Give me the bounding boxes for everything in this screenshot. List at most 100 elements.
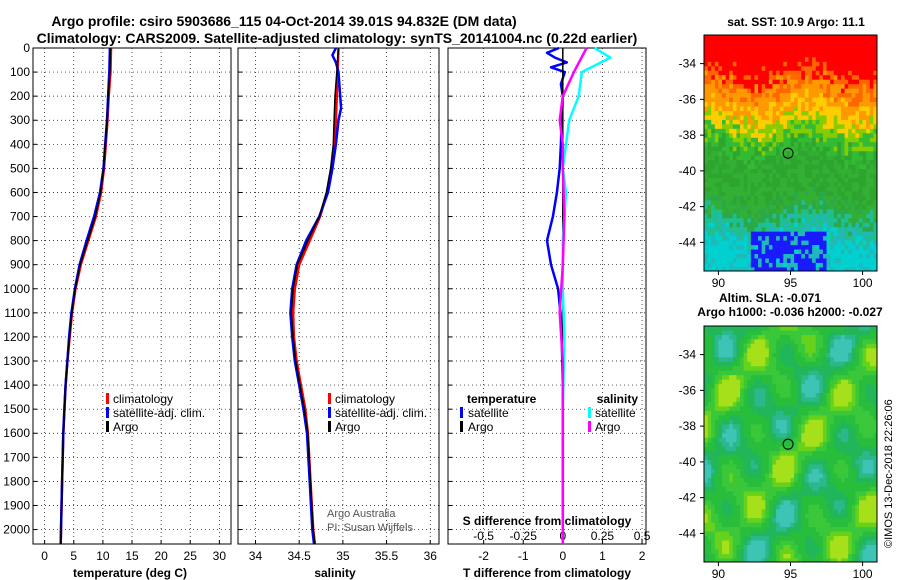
map-cell — [732, 384, 737, 389]
map-cell — [797, 477, 802, 483]
map-cell — [722, 410, 727, 416]
map-cell — [714, 473, 719, 479]
temperature-xlabel: temperature (deg C) — [73, 566, 187, 580]
map-cell — [743, 209, 748, 215]
map-cell — [783, 61, 788, 67]
map-cell — [804, 110, 809, 116]
map-cell — [768, 500, 773, 506]
map-cell — [844, 509, 849, 515]
map-cell — [858, 424, 863, 430]
map-cell — [754, 218, 759, 224]
map-cell — [779, 209, 784, 215]
map-cell — [776, 469, 781, 474]
map-cell — [729, 334, 734, 340]
map-cell — [718, 164, 723, 170]
map-cell — [740, 518, 745, 524]
map-cell — [725, 518, 730, 524]
map-cell — [747, 379, 752, 385]
map-cell — [815, 231, 820, 237]
map-cell — [826, 522, 831, 528]
map-cell — [725, 245, 730, 250]
map-cell — [830, 240, 835, 246]
map-cell — [873, 509, 877, 515]
map-cell — [819, 35, 824, 40]
map-cell — [826, 509, 831, 515]
map-cell — [840, 231, 845, 237]
map-cell — [844, 231, 849, 237]
map-cell — [851, 424, 856, 430]
map-cell — [704, 330, 708, 336]
map-cell — [794, 384, 799, 389]
map-cell — [722, 151, 727, 157]
map-cell — [754, 204, 759, 210]
depth-tick-label: 200 — [10, 89, 30, 103]
map-cell — [743, 437, 748, 443]
map-cell — [797, 518, 802, 524]
legend-title-temperature: temperature — [467, 392, 537, 406]
map-cell — [754, 61, 759, 67]
map-cell — [711, 61, 716, 67]
map-cell — [718, 419, 723, 425]
map-cell — [815, 102, 820, 107]
map-cell — [725, 173, 730, 179]
map-cell — [866, 133, 871, 139]
map-cell — [801, 477, 806, 483]
map-cell — [819, 249, 824, 255]
map-cell — [704, 57, 708, 63]
map-cell — [776, 35, 781, 40]
map-cell — [704, 182, 708, 188]
map-cell — [718, 379, 723, 385]
map-cell — [783, 486, 788, 492]
map-cell — [754, 236, 759, 242]
map-cell — [837, 97, 842, 103]
map-cell — [786, 486, 791, 492]
map-cell — [812, 213, 817, 219]
map-cell — [779, 522, 784, 528]
map-cell — [754, 379, 759, 385]
map-cell — [704, 348, 708, 354]
map-cell — [736, 339, 741, 345]
map-cell — [783, 236, 788, 242]
map-cell — [786, 75, 791, 81]
map-cell — [797, 451, 802, 457]
map-cell — [714, 513, 719, 519]
map-cell — [776, 419, 781, 425]
map-cell — [736, 495, 741, 501]
map-cell — [794, 495, 799, 501]
sst-map-panel: sat. SST: 10.9 Argo: 11.1 90 95 100-34-36-… — [679, 15, 878, 290]
map-cell — [869, 79, 874, 85]
map-cell — [862, 236, 867, 242]
map-cell — [750, 410, 755, 416]
map-cell — [855, 504, 860, 510]
map-cell — [783, 57, 788, 63]
map-cell — [869, 142, 874, 148]
map-cell — [779, 343, 784, 349]
map-cell — [729, 209, 734, 215]
map-cell — [808, 88, 813, 94]
map-cell — [873, 155, 877, 161]
map-cell — [729, 522, 734, 528]
map-cell — [869, 326, 874, 331]
map-cell — [722, 397, 727, 403]
map-cell — [797, 491, 802, 497]
map-cell — [783, 231, 788, 237]
map-cell — [754, 397, 759, 403]
map-cell — [848, 200, 853, 206]
map-cell — [833, 57, 838, 63]
map-cell — [783, 115, 788, 121]
map-cell — [804, 339, 809, 345]
map-cell — [862, 460, 867, 465]
map-cell — [772, 88, 777, 94]
map-cell — [848, 213, 853, 219]
map-cell — [844, 222, 849, 228]
map-cell — [707, 495, 712, 501]
map-cell — [866, 437, 871, 443]
map-cell — [819, 84, 824, 90]
map-cell — [722, 209, 727, 215]
map-cell — [740, 357, 745, 363]
map-cell — [776, 406, 781, 412]
map-cell — [826, 106, 831, 112]
map-cell — [761, 370, 766, 376]
map-cell — [862, 428, 867, 434]
map-cell — [740, 48, 745, 54]
